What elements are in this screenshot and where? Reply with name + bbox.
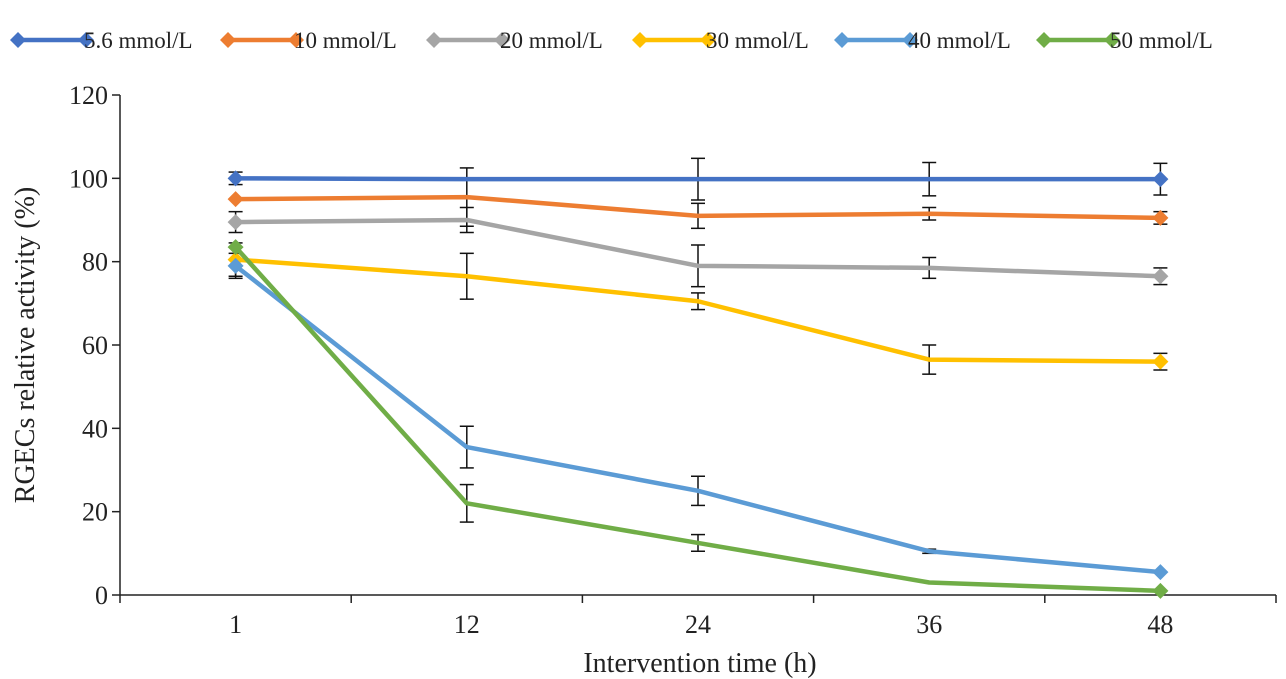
legend-marker [494, 32, 510, 48]
series-line [235, 257, 1161, 364]
y-tick-label: 80 [82, 248, 108, 277]
data-point [1152, 353, 1169, 370]
legend-label: 30 mmol/L [706, 28, 809, 53]
legend-marker [1036, 32, 1052, 48]
y-tick-label: 100 [69, 164, 108, 193]
legend-marker [10, 32, 26, 48]
x-tick-label: 36 [916, 610, 942, 639]
legend-label: 5.6 mmol/L [84, 28, 193, 53]
y-tick-label: 20 [82, 498, 108, 527]
series-line [233, 245, 1161, 594]
data-point [1152, 268, 1169, 285]
legend-marker [700, 32, 716, 48]
legend-marker [902, 32, 918, 48]
legend-marker [834, 32, 850, 48]
x-tick-label: 48 [1147, 610, 1173, 639]
data-point [227, 214, 244, 231]
series-50-mmol-l [227, 239, 1169, 599]
x-axis-title: Intervention time (h) [583, 648, 816, 679]
series-20-mmol-l [227, 214, 1169, 285]
series-5-6-mmol-l [227, 170, 1169, 188]
x-tick-label: 24 [685, 610, 711, 639]
legend: 5.6 mmol/L 10 mmol/L 20 mmol/L 30 mmol/L 40 … [10, 28, 1213, 53]
series-40-mmol-l [227, 257, 1169, 581]
data-series [227, 170, 1169, 599]
legend-marker [220, 32, 236, 48]
y-tick-label: 40 [82, 414, 108, 443]
legend-entry: 20 mmol/L [426, 28, 603, 53]
y-axis-title: RGECs relative activity (%) [10, 187, 41, 503]
data-point [1152, 582, 1169, 599]
series-line [234, 264, 1161, 575]
legend-label: 20 mmol/L [500, 28, 603, 53]
data-point [227, 191, 244, 208]
legend-marker [1104, 32, 1120, 48]
data-point [1152, 564, 1169, 581]
series-line [235, 176, 1161, 182]
series-10-mmol-l [227, 191, 1169, 226]
data-point [1152, 171, 1169, 188]
series-line [235, 194, 1161, 221]
legend-entry: 5.6 mmol/L [10, 28, 193, 53]
data-point [227, 239, 244, 256]
y-tick-label: 120 [69, 81, 108, 110]
legend-label: 50 mmol/L [1110, 28, 1213, 53]
legend-marker [426, 32, 442, 48]
legend-entry: 40 mmol/L [834, 28, 1011, 53]
legend-marker [288, 32, 304, 48]
legend-label: 10 mmol/L [294, 28, 397, 53]
legend-entry: 30 mmol/L [632, 28, 809, 53]
legend-label: 40 mmol/L [908, 28, 1011, 53]
y-tick-label: 60 [82, 331, 108, 360]
series-line [235, 217, 1161, 279]
x-tick-label: 12 [454, 610, 480, 639]
data-point [227, 257, 244, 274]
legend-entry: 50 mmol/L [1036, 28, 1213, 53]
legend-marker [632, 32, 648, 48]
y-tick-label: 0 [95, 581, 108, 610]
data-point [1152, 209, 1169, 226]
data-point [227, 170, 244, 187]
x-tick-label: 1 [229, 610, 242, 639]
legend-marker [78, 32, 94, 48]
axes: 0 20 40 60 80 100 120 1 12 24 36 48 [69, 81, 1277, 639]
legend-entry: 10 mmol/L [220, 28, 397, 53]
